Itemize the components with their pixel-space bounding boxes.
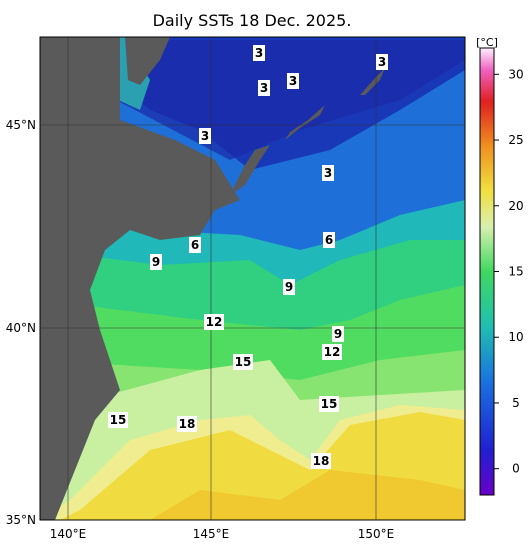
- contour-label-bg: [204, 314, 224, 330]
- colorbar-tick-label: 30: [508, 67, 523, 81]
- contour-label-bg: [376, 54, 388, 70]
- contour-label: 18: [313, 454, 330, 468]
- contour-label-bg: [311, 453, 331, 469]
- contour-label-bg: [258, 80, 270, 96]
- contour-label-bg: [287, 73, 299, 89]
- contour-label-bg: [283, 279, 295, 295]
- contour-label-bg: [150, 254, 162, 270]
- contour-label-bg: [233, 354, 253, 370]
- colorbar-tick-label: 0: [512, 462, 520, 476]
- contour-label-bg: [189, 237, 201, 253]
- graticule: [40, 37, 465, 520]
- lon-label: 145°E: [193, 527, 230, 541]
- contour-label: 18: [179, 417, 196, 431]
- lat-label: 35°N: [6, 513, 36, 527]
- contour-label: 3: [289, 74, 297, 88]
- contour-label: 6: [191, 238, 199, 252]
- contour-label-bg: [199, 128, 211, 144]
- contour-label: 15: [235, 355, 252, 369]
- contour-label: 3: [378, 55, 386, 69]
- contour-label-bg: [332, 326, 344, 342]
- lon-label: 140°E: [50, 527, 87, 541]
- contour-label-bg: [322, 344, 342, 360]
- title: Daily SSTs 18 Dec. 2025.: [153, 11, 352, 30]
- contour-label: 15: [110, 413, 127, 427]
- contour-label-bg: [177, 416, 197, 432]
- map-frame: [39, 36, 466, 521]
- contour-label: 12: [324, 345, 341, 359]
- contour-label-bg: [322, 165, 334, 181]
- colorbar-tick-label: 15: [508, 265, 523, 279]
- contour-label: 6: [325, 233, 333, 247]
- contour-label-bg: [108, 412, 128, 428]
- contour-label: 15: [321, 397, 338, 411]
- colorbar-tick-label: 20: [508, 199, 523, 213]
- colorbar-tick-label: 5: [512, 396, 520, 410]
- contour-label: 3: [324, 166, 332, 180]
- contour-label: 9: [334, 327, 342, 341]
- contour-label-bg: [253, 45, 265, 61]
- colorbar-tick-label: 10: [508, 330, 523, 344]
- colorbar-unit: [°C]: [476, 36, 498, 49]
- sst-field: [40, 37, 465, 520]
- colorbar-tick-label: 25: [508, 133, 523, 147]
- contour-label-bg: [319, 396, 339, 412]
- contour-label-bg: [323, 232, 335, 248]
- contour-label: 3: [260, 81, 268, 95]
- contour-label: 3: [255, 46, 263, 60]
- contour-label: 9: [285, 280, 293, 294]
- contour-label: 9: [152, 255, 160, 269]
- contour-label: 3: [201, 129, 209, 143]
- lat-label: 40°N: [6, 321, 36, 335]
- lon-label: 150°E: [358, 527, 395, 541]
- contour-label: 12: [206, 315, 223, 329]
- lat-label: 45°N: [6, 118, 36, 132]
- colorbar: [479, 47, 495, 496]
